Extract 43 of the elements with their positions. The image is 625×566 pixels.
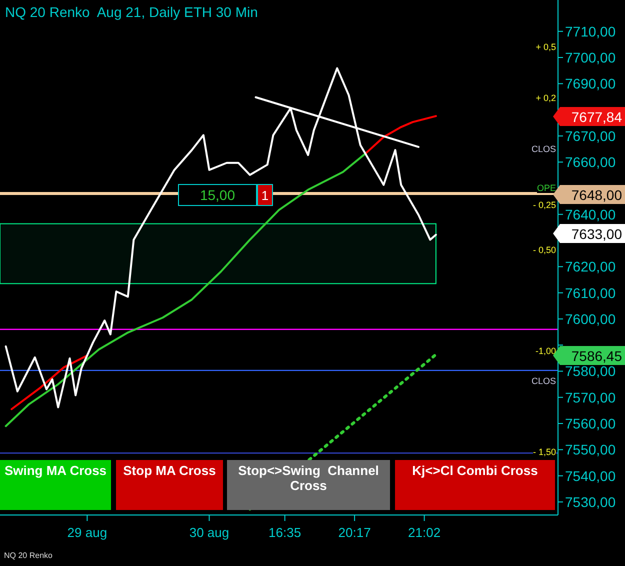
y-tick-label: 7580,00 bbox=[565, 363, 616, 380]
y-tick-label: 7670,00 bbox=[565, 128, 616, 144]
x-tick-label: 21:02 bbox=[408, 525, 441, 540]
y-tick-label: 7640,00 bbox=[565, 206, 616, 222]
y-tick-label: 7610,00 bbox=[565, 284, 616, 301]
y-tick-label: 7700,00 bbox=[565, 49, 616, 66]
x-tick-label: 30 aug bbox=[189, 525, 230, 540]
line-series bbox=[4, 152, 368, 428]
y-tick-label: 7600,00 bbox=[565, 310, 616, 327]
y-tick-label: 7710,00 bbox=[565, 23, 616, 40]
y-tick-label: 7570,00 bbox=[565, 389, 616, 406]
x-tick-label: 16:35 bbox=[268, 525, 302, 540]
button: Swing MA Cross bbox=[0, 460, 111, 510]
quantity-field: 15,00 bbox=[178, 184, 257, 206]
y-tick-label: 7560,00 bbox=[565, 415, 616, 432]
y-tick-label: 7550,00 bbox=[565, 442, 616, 458]
annotation: CLOS bbox=[531, 376, 556, 386]
annotation: -1,00 bbox=[535, 346, 556, 356]
y-tick-label: 7660,00 bbox=[565, 154, 616, 170]
annotation: - 0,25 bbox=[532, 200, 556, 210]
price-tag: 7633,00 bbox=[553, 224, 625, 243]
annotation: OPE bbox=[536, 183, 556, 193]
annotation: - 1,50 bbox=[532, 447, 556, 457]
y-tick-label: 7530,00 bbox=[565, 494, 616, 510]
y-tick-label: 7690,00 bbox=[565, 76, 616, 92]
line-series bbox=[10, 354, 88, 410]
annotation: + 0,5 bbox=[536, 42, 556, 52]
line-series bbox=[365, 115, 437, 154]
annotation: CLOS bbox=[531, 144, 556, 154]
y-tick-label: 7540,00 bbox=[565, 468, 616, 484]
annotation: - 0,50 bbox=[532, 245, 556, 255]
button: Kj<>Cl Combi Cross bbox=[395, 460, 555, 510]
line-series bbox=[4, 67, 437, 408]
button: Stop MA Cross bbox=[116, 460, 223, 510]
count-badge: 1 bbox=[257, 184, 273, 206]
x-tick-label: 29 aug bbox=[67, 525, 108, 540]
text: NQ 20 Renko bbox=[4, 551, 52, 560]
annotation: + 0,2 bbox=[536, 93, 556, 103]
button: Stop<>Swing Channel Cross bbox=[227, 460, 390, 510]
price-tag: 7677,84 bbox=[553, 107, 625, 126]
chart-title: NQ 20 Renko Aug 21, Daily ETH 30 Min bbox=[5, 4, 258, 20]
x-tick-label: 20:17 bbox=[338, 525, 371, 540]
y-tick-label: 7620,00 bbox=[565, 258, 616, 275]
